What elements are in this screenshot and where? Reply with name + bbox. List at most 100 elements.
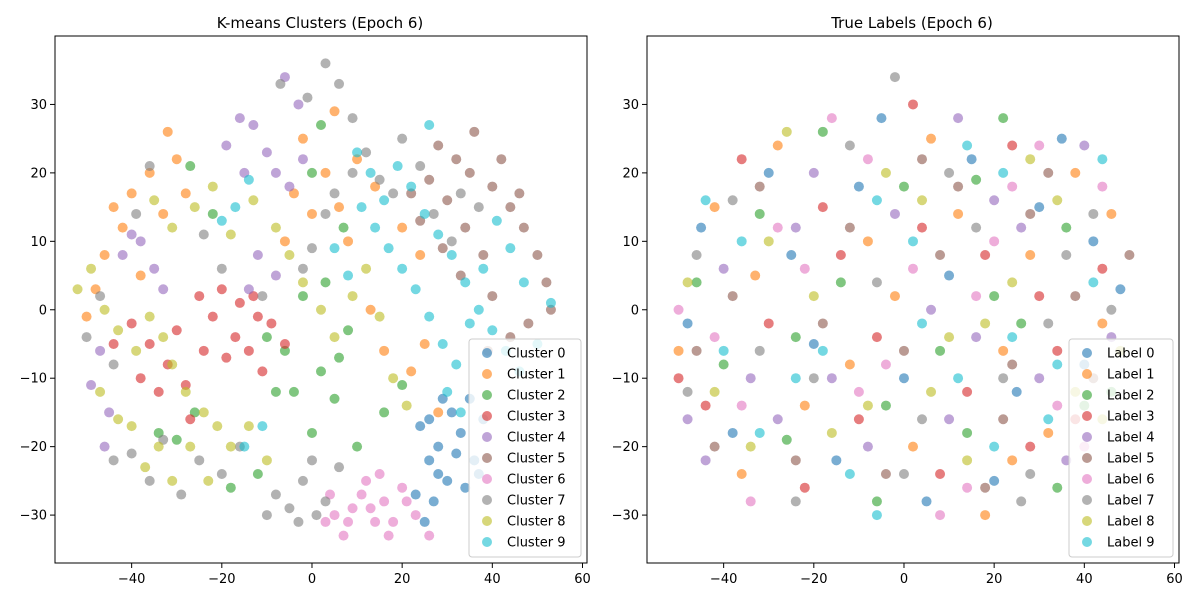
true-labels-point-s5-4 [953,181,964,192]
true-labels-point-s5-13 [935,250,946,261]
kmeans-point-s8-23 [207,181,218,192]
true-labels-point-s7-3 [871,277,882,288]
true-labels-point-s3-5 [962,386,973,397]
true-labels-point-s0-10 [727,427,738,438]
kmeans-point-s3-2 [144,338,155,349]
kmeans-point-s6-13 [370,516,381,527]
kmeans-point-s7-34 [455,188,466,199]
kmeans-legend-label-7: Cluster 7 [507,494,566,509]
kmeans-point-s8-7 [167,359,178,370]
true-labels-point-s0-9 [1115,284,1126,295]
kmeans-point-s7-38 [334,78,345,89]
kmeans-ytick-label-5: 20 [30,166,47,181]
true-labels-point-s3-1 [763,318,774,329]
kmeans-point-s9-16 [505,243,516,254]
kmeans-point-s1-2 [108,202,119,213]
kmeans-point-s9-32 [257,421,268,432]
kmeans-point-s3-8 [216,284,227,295]
true-labels-legend-label-1: Label 1 [1107,368,1154,383]
kmeans-point-s9-23 [410,284,421,295]
true-labels-point-s4-15 [1034,373,1045,384]
kmeans-legend-label-5: Cluster 5 [507,452,566,467]
kmeans-legend-label-4: Cluster 4 [507,431,566,446]
true-labels-point-s4-11 [826,373,837,384]
true-labels-point-s2-14 [1052,482,1063,493]
true-labels-point-s6-0 [673,304,684,315]
true-labels-point-s2-3 [880,400,891,411]
kmeans-point-s7-24 [320,208,331,219]
kmeans-point-s9-10 [487,325,498,336]
true-labels-point-s7-19 [1025,469,1036,480]
kmeans-point-s4-10 [243,284,254,295]
kmeans-point-s2-13 [397,380,408,391]
kmeans-point-s1-7 [180,188,191,199]
true-labels-legend-label-4: Label 4 [1107,431,1154,446]
true-labels-point-s0-7 [1034,202,1045,213]
kmeans-point-s9-3 [392,161,403,172]
kmeans-y-axis: −30 −20 −10 0 10 20 30 [20,98,55,524]
kmeans-point-s7-30 [397,133,408,144]
kmeans-point-s7-5 [194,455,205,466]
true-labels-point-s2-10 [817,126,828,137]
true-labels-ytick-label-3: 0 [631,303,639,318]
true-labels-point-s4-3 [862,441,873,452]
kmeans-point-s5-18 [545,304,556,315]
kmeans-point-s7-17 [144,161,155,172]
true-labels-point-s7-15 [1043,318,1054,329]
kmeans-point-s6-6 [401,496,412,507]
true-labels-point-s3-18 [1034,291,1045,302]
true-labels-point-s8-15 [1052,195,1063,206]
kmeans-xtick-label-5: 60 [574,572,591,587]
true-labels-point-s0-5 [944,270,955,281]
true-labels-point-s9-3 [871,195,882,206]
true-labels-point-s0-18 [1088,236,1099,247]
true-labels-legend-marker-7 [1082,495,1092,505]
true-labels-legend-box [1068,338,1174,558]
true-labels-point-s4-1 [745,373,756,384]
true-labels-legend-label-3: Label 3 [1107,410,1154,425]
true-labels-point-s8-0 [709,386,720,397]
kmeans-point-s9-26 [370,222,381,233]
kmeans-point-s5-22 [406,188,417,199]
kmeans-point-s1-27 [329,106,340,117]
true-labels-point-s3-10 [799,482,810,493]
true-labels-point-s6-15 [1034,140,1045,151]
kmeans-point-s8-20 [149,195,160,206]
kmeans-point-s8-11 [225,441,236,452]
kmeans-point-s8-8 [180,386,191,397]
true-labels-point-s0-1 [763,167,774,178]
true-labels-legend-marker-2 [1082,390,1092,400]
true-labels-point-s8-5 [980,318,991,329]
true-labels-panel: True Labels (Epoch 6) −40 −20 0 20 40 60 −30−… [612,14,1183,587]
true-labels-point-s9-12 [908,236,918,247]
kmeans-legend-marker-9 [482,537,492,547]
true-labels-point-s0-2 [808,338,819,349]
true-labels-point-s4-4 [926,304,937,315]
true-labels-point-s1-11 [926,133,937,144]
true-labels-point-s5-2 [844,222,855,233]
true-labels-point-s6-2 [799,263,810,274]
kmeans-point-s3-14 [198,345,209,356]
true-labels-legend: Label 0 Label 1 Label 2 Label 3 Label 4 Label… [1068,338,1174,558]
true-labels-point-s7-13 [944,167,955,178]
true-labels-point-s1-10 [844,359,855,370]
kmeans-point-s8-10 [212,421,223,432]
true-labels-point-s3-8 [1097,263,1108,274]
kmeans-point-s8-12 [243,421,254,432]
kmeans-point-s5-3 [487,181,498,192]
true-labels-point-s9-9 [736,236,747,247]
kmeans-point-s5-1 [451,154,462,165]
true-labels-point-s8-17 [682,277,693,288]
kmeans-point-s9-31 [239,441,250,452]
true-labels-point-s3-17 [908,99,918,110]
kmeans-x-axis: −40 −20 0 20 40 60 [118,563,591,587]
kmeans-point-s8-4 [131,345,142,356]
true-labels-point-s4-14 [989,195,1000,206]
true-labels-point-s6-8 [1097,181,1108,192]
kmeans-point-s1-6 [171,154,182,165]
kmeans-point-s5-14 [424,174,435,185]
kmeans-point-s0-10 [419,516,430,527]
kmeans-point-s8-27 [284,250,295,261]
true-labels-y-axis: −30 −20 −10 0 10 20 30 [612,98,647,524]
kmeans-point-s9-14 [545,297,556,308]
